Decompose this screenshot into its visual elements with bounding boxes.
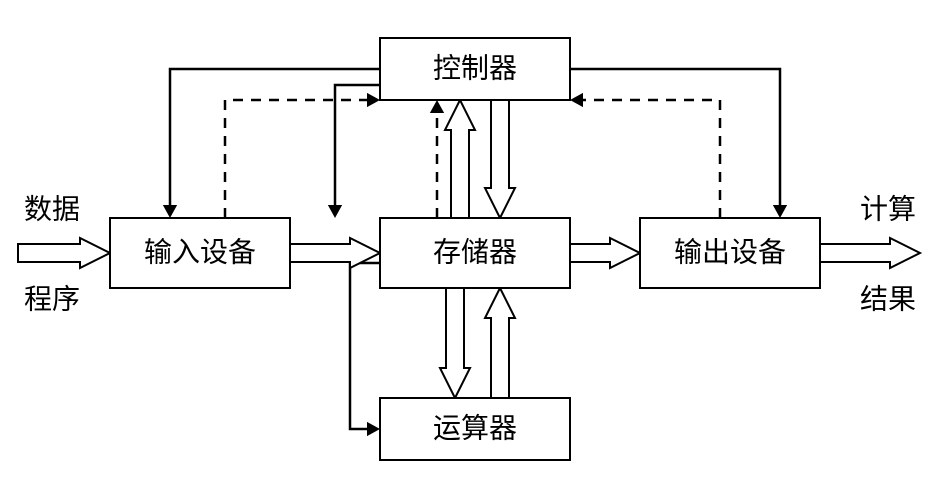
- hollow-arrow-mem-to-output: [570, 238, 640, 268]
- node-input: 输入设备: [110, 218, 290, 288]
- edge-mem-to-alu-L: [350, 263, 380, 436]
- ext-label-data_in_top: 数据: [24, 194, 80, 226]
- hollow-arrow-output-to-ext: [820, 238, 920, 268]
- node-alu: 运算器: [380, 398, 570, 460]
- node-label-output: 输出设备: [674, 237, 786, 269]
- nodes-layer: 控制器输入设备 存储器 输出设备运算器: [110, 38, 820, 460]
- node-label-memory: 存储器: [433, 237, 517, 269]
- edge-input-to-ctrl: [225, 93, 380, 218]
- hollow-arrow-mem-to-ctrl-u: [445, 100, 475, 218]
- node-controller: 控制器: [380, 38, 570, 100]
- node-memory: 存储器: [380, 218, 570, 288]
- hollow-arrow-alu-to-mem-u: [485, 288, 515, 398]
- node-label-alu: 运算器: [433, 413, 517, 445]
- edge-mem-to-ctrl: [430, 100, 444, 218]
- edge-ctrl-to-output: [570, 69, 787, 218]
- ext-label-out_bottom: 结果: [860, 284, 916, 316]
- node-label-input: 输入设备: [144, 237, 256, 269]
- node-output: 输出设备: [640, 218, 820, 288]
- architecture-diagram: 控制器输入设备 存储器 输出设备运算器 数据程序 计算结果: [0, 0, 932, 500]
- ext-label-out_top: 计算: [860, 194, 916, 226]
- hollow-arrow-ctrl-to-mem-d: [485, 100, 515, 218]
- hollow-arrow-mem-to-alu-d: [440, 288, 470, 398]
- edge-ctrl-to-input: [163, 69, 380, 218]
- ext-label-data_in_bottom: 程序: [24, 284, 80, 316]
- edge-ctrl-to-mem-L: [328, 85, 380, 218]
- edge-output-to-ctrl: [570, 93, 720, 218]
- node-label-controller: 控制器: [433, 53, 517, 85]
- hollow-arrow-ext-to-input: [18, 238, 110, 268]
